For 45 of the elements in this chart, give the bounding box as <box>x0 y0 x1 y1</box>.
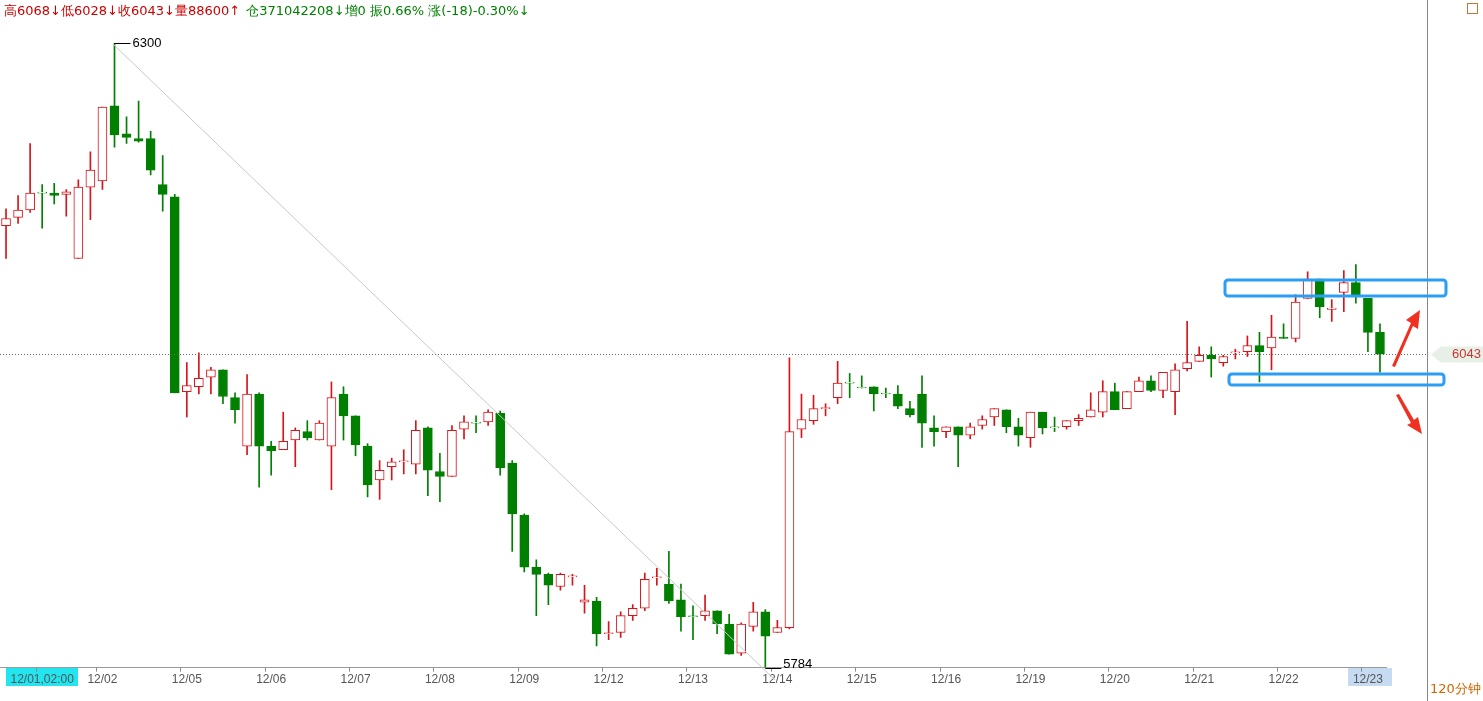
ref-line-label: 6043 <box>1452 346 1481 362</box>
candlestick <box>531 559 542 616</box>
x-tick-label: 12/16 <box>931 672 962 687</box>
x-tick-label: 12/13 <box>677 672 709 687</box>
annotation: 5784 <box>783 655 813 671</box>
candlestick <box>157 155 168 212</box>
x-tick-label: 12/05 <box>171 672 203 687</box>
candlestick <box>37 184 48 229</box>
candlestick <box>435 453 445 503</box>
x-tick-label: 12/08 <box>424 672 456 687</box>
candlestick <box>61 189 72 217</box>
x-tick-label: 12/07 <box>340 672 371 687</box>
candlestick <box>398 449 409 475</box>
candlestick <box>1326 299 1337 322</box>
x-tick-label: 12/15 <box>846 672 878 687</box>
x-tick-label: 12/12 <box>593 672 624 687</box>
candlestick <box>856 375 867 389</box>
x-tick-label: 12/22 <box>1268 672 1299 687</box>
candlestick <box>194 352 204 395</box>
candlestick <box>953 426 963 467</box>
candlestick <box>688 605 698 641</box>
candlestick <box>1182 321 1192 372</box>
x-tick-label: 12/20 <box>1099 672 1131 687</box>
candlestick <box>652 568 662 586</box>
text: 120分钟 <box>1430 681 1481 697</box>
candlestick <box>881 387 891 398</box>
x-tick-label: 12/02 <box>87 672 118 687</box>
x-tick-label: 12/09 <box>509 672 540 687</box>
x-tick-label: 12/21 <box>1184 672 1215 687</box>
x-tick-label: 12/19 <box>1015 672 1046 687</box>
candlestick <box>1073 414 1084 426</box>
x-tick-label: 12/23 <box>1352 672 1384 687</box>
x-tick-label: 12/06 <box>256 672 287 687</box>
candlestick <box>25 143 35 213</box>
candlestick <box>49 183 60 205</box>
candlestick <box>844 373 855 398</box>
chart-subtitle: 仓371042208↓增0 振0.66% 涨(-18)-0.30%↓ <box>246 3 530 18</box>
candlestick <box>278 411 289 451</box>
chart-title: 高6068↓低6028↓收6043↓量88600↑ <box>4 3 241 18</box>
candlestick <box>181 362 192 418</box>
x-tick-label: 12/14 <box>762 672 793 687</box>
annotation: 6300 <box>132 35 162 51</box>
candlestick <box>1 208 11 259</box>
x-tick-label: 12/01,02:00 <box>10 672 75 687</box>
candlestick <box>471 415 481 434</box>
